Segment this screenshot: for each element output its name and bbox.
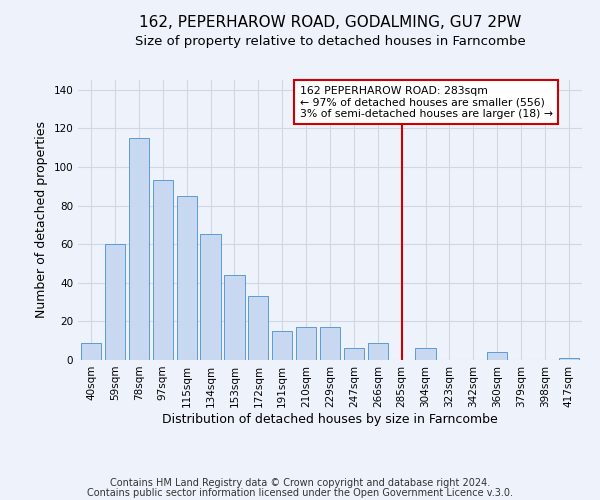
Bar — [272, 331, 292, 360]
Bar — [152, 180, 173, 360]
Bar — [105, 244, 125, 360]
Bar — [81, 342, 101, 360]
Text: Size of property relative to detached houses in Farncombe: Size of property relative to detached ho… — [134, 35, 526, 48]
Bar — [344, 348, 364, 360]
Bar — [248, 296, 268, 360]
Bar — [487, 352, 508, 360]
Bar — [415, 348, 436, 360]
Bar — [176, 196, 197, 360]
Text: Contains HM Land Registry data © Crown copyright and database right 2024.: Contains HM Land Registry data © Crown c… — [110, 478, 490, 488]
Bar — [368, 342, 388, 360]
Bar — [559, 358, 579, 360]
Bar — [129, 138, 149, 360]
Bar — [224, 275, 245, 360]
Bar — [296, 327, 316, 360]
Text: 162, PEPERHAROW ROAD, GODALMING, GU7 2PW: 162, PEPERHAROW ROAD, GODALMING, GU7 2PW — [139, 15, 521, 30]
Bar — [320, 327, 340, 360]
Y-axis label: Number of detached properties: Number of detached properties — [35, 122, 48, 318]
Text: Contains public sector information licensed under the Open Government Licence v.: Contains public sector information licen… — [87, 488, 513, 498]
Text: 162 PEPERHAROW ROAD: 283sqm
← 97% of detached houses are smaller (556)
3% of sem: 162 PEPERHAROW ROAD: 283sqm ← 97% of det… — [300, 86, 553, 119]
Bar — [200, 234, 221, 360]
X-axis label: Distribution of detached houses by size in Farncombe: Distribution of detached houses by size … — [162, 412, 498, 426]
